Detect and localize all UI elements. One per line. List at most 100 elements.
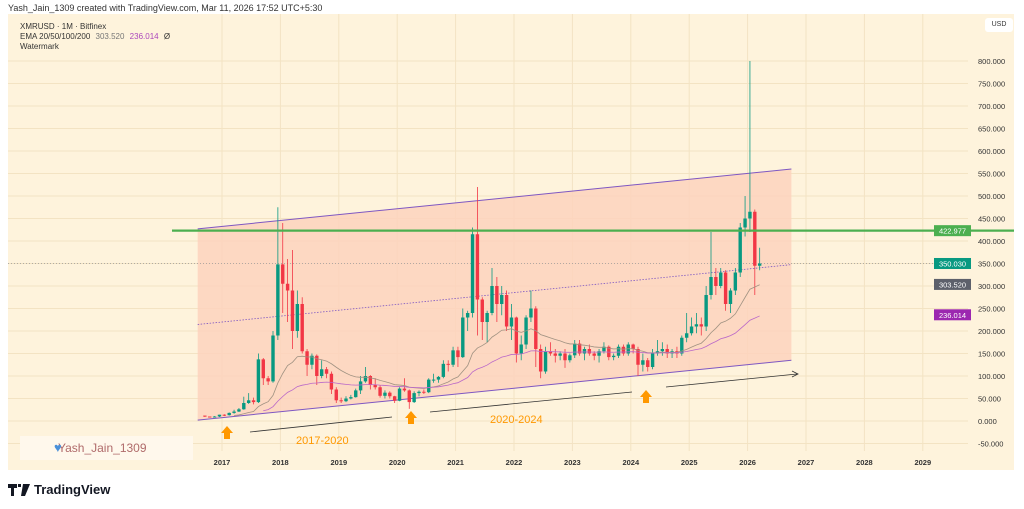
candle-body <box>514 317 519 354</box>
candle-body <box>232 411 236 413</box>
legend-watermark[interactable]: Watermark <box>20 42 59 51</box>
candle <box>665 344 669 358</box>
candle <box>368 375 373 390</box>
candle <box>441 360 446 379</box>
candle-body <box>246 400 251 403</box>
candle <box>504 290 509 331</box>
up-arrow-icon <box>640 390 652 403</box>
candle <box>349 394 353 400</box>
candle-body <box>295 304 300 331</box>
ema50-line <box>263 315 760 412</box>
legend-symbol[interactable]: XMRUSD · 1M · Bitfinex <box>20 22 107 31</box>
candle <box>392 395 397 403</box>
candle <box>719 268 723 289</box>
candle <box>242 396 246 410</box>
candle <box>753 209 757 295</box>
candlestick-chart[interactable]: -50.000 0.000 50.000 100.000 150.000 200.000 2… <box>8 14 1014 470</box>
candle-body <box>650 353 655 367</box>
candle <box>203 415 207 417</box>
candle-body <box>227 412 231 416</box>
candle-body <box>329 373 334 390</box>
candle <box>446 360 450 372</box>
price-label-bg <box>934 278 971 290</box>
candle-body <box>251 400 256 403</box>
candle <box>339 397 343 403</box>
candle <box>407 389 411 409</box>
y-tick-label: 350.000 <box>978 260 1005 269</box>
tradingview-logo-icon <box>8 483 30 496</box>
candle-body <box>689 326 694 334</box>
candle <box>689 317 694 336</box>
candle <box>646 358 650 372</box>
candle-body <box>558 353 562 356</box>
candle-body <box>743 218 747 228</box>
candle <box>475 187 480 336</box>
candle <box>694 313 699 334</box>
y-tick-label: 400.000 <box>978 237 1005 246</box>
trend-line <box>249 416 393 433</box>
legend-ema[interactable]: EMA 20/50/100/200 303.520 236.014 Ø <box>20 32 170 41</box>
candle <box>397 387 402 402</box>
candle <box>592 351 596 361</box>
y-tick-label: 300.000 <box>978 282 1005 291</box>
candle-body <box>383 392 387 396</box>
currency-button[interactable]: USD <box>985 18 1013 32</box>
candle-body <box>285 283 290 291</box>
candle <box>373 378 377 390</box>
chart-panel[interactable]: -50.000 0.000 50.000 100.000 150.000 200.000 2… <box>8 14 1014 470</box>
candle-body <box>470 234 475 313</box>
candle-body <box>519 344 523 354</box>
candle <box>232 409 236 414</box>
candle <box>431 373 436 383</box>
candle <box>500 286 504 316</box>
candle-body <box>573 343 577 356</box>
candle <box>300 297 304 354</box>
candle <box>709 232 713 300</box>
candle-body <box>256 359 261 403</box>
candle-body <box>490 286 494 313</box>
candle-body <box>616 346 621 356</box>
ema20-value: 303.520 <box>95 32 125 41</box>
x-tick-label: 2017 <box>214 458 231 467</box>
candle <box>714 268 718 295</box>
candle-body <box>334 389 338 401</box>
candle-body <box>621 346 626 354</box>
candle-body <box>680 337 684 354</box>
y-tick-label: 450.000 <box>978 215 1005 224</box>
candle-body <box>402 388 407 391</box>
candle-body <box>368 376 373 385</box>
candle-body <box>397 388 402 401</box>
tradingview-logo[interactable]: TradingView <box>8 482 110 497</box>
candle <box>636 346 640 376</box>
candle <box>285 259 290 322</box>
candle <box>733 268 738 295</box>
ema-extra: Ø <box>163 32 171 41</box>
candle-body <box>378 387 382 396</box>
candle <box>582 346 587 361</box>
candle-body <box>534 308 538 349</box>
candle-body <box>242 403 246 410</box>
y-tick-label: 0.000 <box>978 417 997 426</box>
candle-body <box>261 359 265 379</box>
candle <box>290 250 295 349</box>
annotation-label: 2020-2024 <box>490 414 543 426</box>
candle <box>281 223 285 313</box>
chart-credit: Yash_Jain_1309 created with TradingView.… <box>8 3 323 13</box>
price-label: 236.014 <box>934 309 971 321</box>
candle <box>524 315 528 349</box>
candle-body <box>719 272 723 286</box>
candle-body <box>451 350 455 365</box>
candle <box>723 270 728 311</box>
y-tick-label: 550.000 <box>978 170 1005 179</box>
candle-body <box>748 211 752 219</box>
candle-body <box>548 351 553 354</box>
candle-body <box>446 363 450 365</box>
candle <box>514 316 519 363</box>
candle-body <box>417 391 421 394</box>
candle-body <box>694 324 699 327</box>
candle <box>402 378 407 392</box>
candle <box>310 353 314 370</box>
candle-body <box>281 264 285 284</box>
candle <box>208 416 212 418</box>
candle-body <box>363 376 368 382</box>
